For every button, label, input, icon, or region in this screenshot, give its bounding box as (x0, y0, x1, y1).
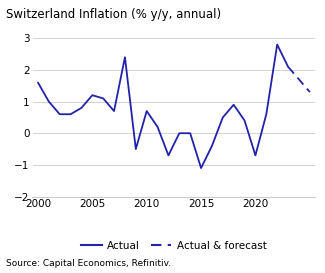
Text: Switzerland Inflation (% y/y, annual): Switzerland Inflation (% y/y, annual) (6, 8, 222, 21)
Legend: Actual, Actual & forecast: Actual, Actual & forecast (77, 237, 271, 255)
Text: Source: Capital Economics, Refinitiv.: Source: Capital Economics, Refinitiv. (6, 259, 172, 268)
